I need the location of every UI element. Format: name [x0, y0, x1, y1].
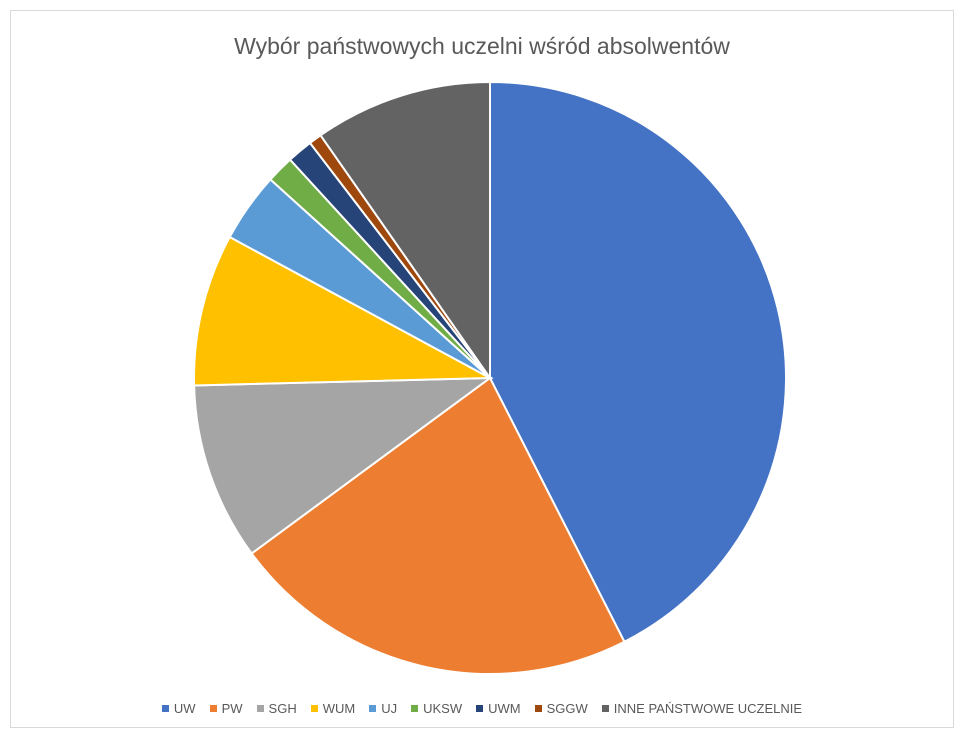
- legend-label: SGGW: [546, 701, 588, 716]
- legend-label: WUM: [322, 701, 356, 716]
- legend-label: SGH: [268, 701, 297, 716]
- legend-swatch: [256, 705, 264, 712]
- legend-swatch: [161, 705, 169, 712]
- legend-label: UWM: [488, 701, 521, 716]
- pie-slice-pw: [250, 376, 626, 675]
- legend-swatch: [534, 705, 542, 712]
- legend-label: INNE PAŃSTWOWE UCZELNIE: [613, 701, 803, 716]
- legend-swatch: [369, 705, 377, 712]
- legend-item: UJ: [369, 701, 397, 716]
- legend-label: UW: [173, 701, 196, 716]
- pie-slice-wum: [193, 235, 494, 387]
- legend-swatch: [601, 705, 609, 712]
- pie-slice-inne-pa-stwowe-uczelnie: [319, 80, 491, 382]
- legend-swatch: [411, 705, 419, 712]
- chart-title: Wybór państwowych uczelni wśród absolwen…: [234, 33, 730, 59]
- legend-label: UJ: [381, 701, 398, 716]
- legend-item: INNE PAŃSTWOWE UCZELNIE: [601, 701, 803, 716]
- pie-chart: [193, 80, 787, 675]
- legend-item: SGH: [256, 701, 297, 716]
- chart-frame: Wybór państwowych uczelni wśród absolwen…: [10, 10, 954, 728]
- legend-item: SGGW: [534, 701, 588, 716]
- legend-item: WUM: [310, 701, 356, 716]
- legend-item: PW: [209, 701, 243, 716]
- legend-swatch: [476, 705, 484, 712]
- legend-item: UWM: [476, 701, 521, 716]
- legend-swatch: [209, 705, 217, 712]
- pie-slice-sgh: [193, 376, 494, 555]
- legend-label: UKSW: [423, 701, 463, 716]
- legend-item: UKSW: [411, 701, 462, 716]
- legend-item: UW: [161, 701, 196, 716]
- legend-swatch: [310, 705, 318, 712]
- pie-slice-uw: [489, 80, 787, 644]
- legend: UW PW SGH WUM UJ UKSW UWM SGGW INNE PAŃSTWOWE UC…: [11, 701, 953, 716]
- legend-label: PW: [221, 701, 243, 716]
